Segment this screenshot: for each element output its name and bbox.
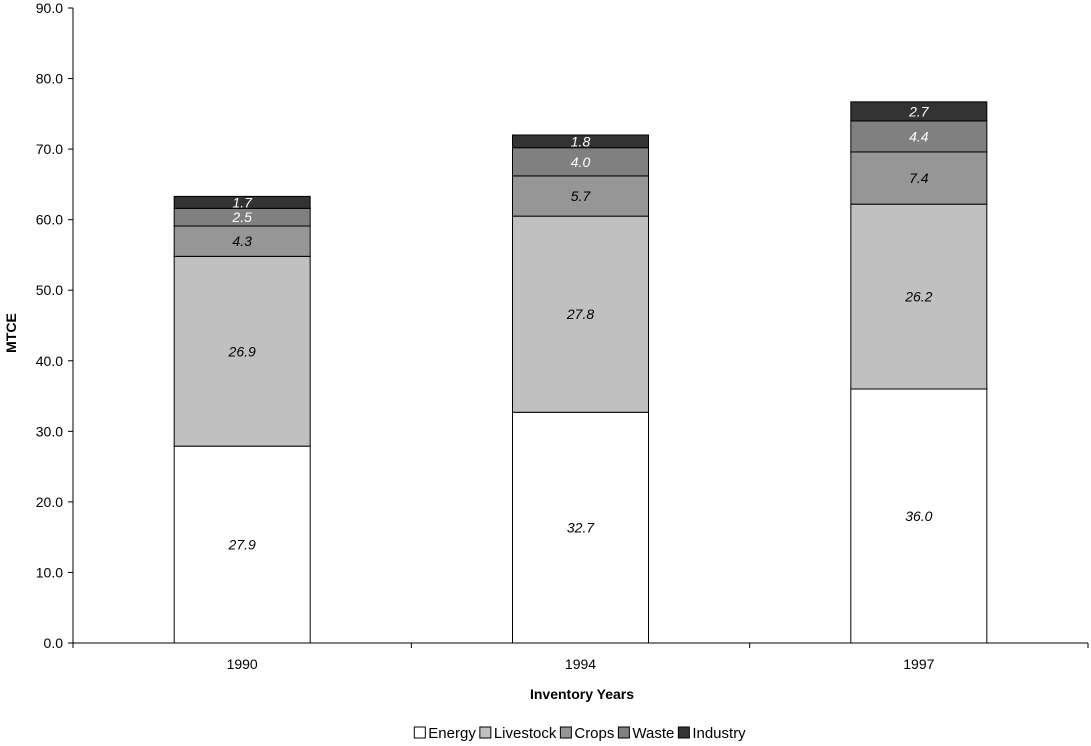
bar-segment-livestock (850, 203, 988, 390)
bar-segment-livestock (173, 255, 311, 447)
bar-segment-energy (173, 445, 311, 644)
bar-segment-livestock (512, 215, 649, 413)
x-axis-title: Inventory Years (530, 686, 634, 702)
data-label: 27.9 (228, 537, 256, 553)
data-label: 4.4 (909, 128, 929, 144)
data-label: 7.4 (909, 170, 929, 186)
y-tick-label: 0.0 (44, 635, 64, 651)
y-tick-label: 80.0 (36, 71, 63, 87)
data-label: 4.3 (232, 233, 252, 249)
data-label: 5.7 (571, 188, 592, 204)
y-axis-title: MTCE (3, 313, 19, 353)
bar-segment-industry (173, 195, 311, 209)
legend-label: Energy (428, 725, 476, 742)
data-label: 4.0 (571, 154, 591, 170)
y-tick-label: 70.0 (36, 141, 63, 157)
legend-swatch (677, 726, 690, 739)
data-label: 27.8 (566, 306, 594, 322)
data-label: 2.7 (908, 103, 930, 119)
data-label: 1.7 (232, 194, 253, 210)
data-label: 26.9 (228, 343, 256, 359)
legend-swatch (413, 726, 426, 739)
bar-segment-industry (850, 101, 988, 122)
legend: Energy Livestock Crops Waste Industry (413, 725, 746, 742)
legend-label: Crops (574, 725, 614, 742)
plot-area: 27.9 26.9 4.3 2.51.7 32.7 27.8 5.7 4.0 1.8 36.0 26… (173, 101, 988, 644)
data-label: 26.2 (904, 289, 932, 305)
y-tick-label: 40.0 (36, 353, 63, 369)
y-tick-label: 10.0 (36, 564, 63, 580)
legend-label: Industry (692, 725, 746, 742)
legend-label: Livestock (494, 725, 557, 742)
bar-segment-crops (512, 175, 649, 217)
data-label: 36.0 (905, 508, 932, 524)
y-axis: 0.0 10.0 20.0 30.0 40.0 50.0 60.0 70.0 80.0 90.0 (36, 0, 74, 651)
data-label: 32.7 (567, 520, 595, 536)
bar-segment-waste (850, 120, 988, 153)
x-tick-label: 1997 (903, 656, 934, 672)
legend-label: Waste (632, 725, 674, 742)
y-tick-label: 90.0 (36, 0, 63, 16)
y-tick-label: 50.0 (36, 282, 63, 298)
x-tick-label: 1994 (565, 656, 596, 672)
legend-swatch (559, 726, 572, 739)
bar-segment-waste (512, 147, 649, 177)
bar-segment-industry (512, 134, 649, 149)
bar-segment-energy (850, 388, 988, 644)
legend-swatch (617, 726, 630, 739)
x-tick-label: 1990 (227, 656, 258, 672)
data-label: 2.5 (231, 209, 252, 225)
data-label: 1.8 (571, 133, 591, 149)
y-tick-label: 30.0 (36, 423, 63, 439)
x-axis: 1990 1994 1997 (72, 642, 1089, 672)
legend-swatch (479, 726, 492, 739)
y-tick-label: 20.0 (36, 494, 63, 510)
y-tick-label: 60.0 (36, 212, 63, 228)
